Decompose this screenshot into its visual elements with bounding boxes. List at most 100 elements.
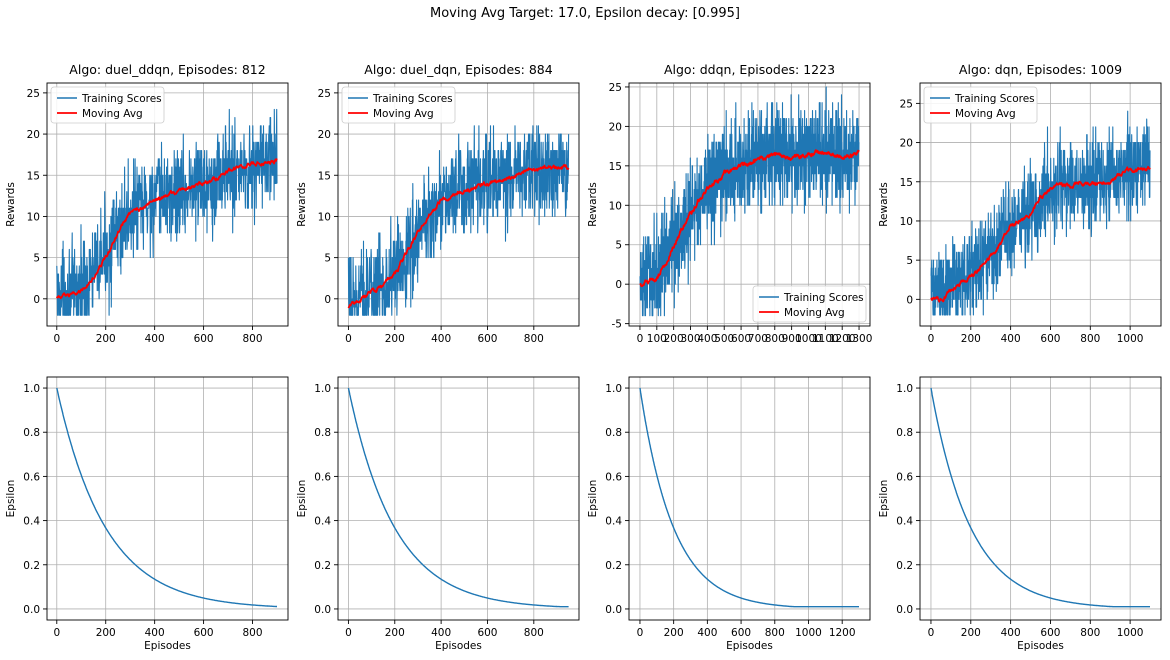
x-tick-label: 600 (731, 627, 751, 639)
x-tick-label: 500 (714, 333, 734, 345)
y-tick-label: 25 (900, 98, 913, 110)
epsilon-line (347, 387, 569, 608)
x-axis-label: Episodes (435, 640, 482, 652)
x-tick-label: 200 (961, 627, 981, 639)
y-tick-label: 0.2 (896, 560, 913, 572)
x-tick-label: 1200 (829, 333, 856, 345)
subplot-1-0: 0 200 400 600 800 0.0 0.2 0.4 0.6 0.8 1.0 Epsilon Ep… (5, 376, 289, 652)
axes-frame (919, 82, 1162, 327)
x-axis-label: Episodes (726, 640, 773, 652)
y-tick-label: 0.4 (605, 516, 622, 528)
y-tick-label: 0.0 (896, 604, 913, 616)
x-tick-label: 400 (1001, 333, 1021, 345)
y-tick-label: 5 (324, 253, 331, 265)
y-axis-label: Rewards (878, 182, 890, 227)
x-tick-label: 900 (782, 333, 802, 345)
y-tick-label: 0 (324, 294, 331, 306)
y-tick-label: 0.8 (605, 427, 622, 439)
x-tick-label: 200 (96, 627, 116, 639)
y-axis-label: Epsilon (296, 480, 308, 518)
x-tick-label: 1000 (795, 333, 822, 345)
legend-item-moving-avg-label: Moving Avg (955, 108, 1016, 120)
y-tick-label: 0 (615, 279, 622, 291)
y-tick-label: 0.2 (605, 560, 622, 572)
training-scores-line (930, 110, 1151, 316)
x-tick-label: 1100 (812, 333, 839, 345)
x-tick-label: 400 (1001, 627, 1021, 639)
y-tick-label: 1.0 (23, 383, 40, 395)
y-tick-label: 25 (27, 88, 40, 100)
figure-suptitle: Moving Avg Target: 17.0, Epsilon decay: … (430, 6, 740, 21)
x-tick-label: 600 (1040, 333, 1060, 345)
series-group (347, 125, 570, 316)
y-tick-label: 20 (318, 129, 331, 141)
y-tick-label: 5 (906, 255, 913, 267)
y-tick-label: 10 (318, 211, 331, 223)
x-tick-label: 200 (664, 333, 684, 345)
y-tick-label: 0.8 (314, 427, 331, 439)
y-tick-label: 1.0 (314, 383, 331, 395)
subplot-0-0: 0 200 400 600 800 0 5 10 15 20 25 Algo: duel_ddqn, … (5, 62, 289, 345)
y-tick-label: -5 (612, 319, 622, 331)
legend-item-moving-avg-label: Moving Avg (373, 108, 434, 120)
x-tick-label: 400 (145, 333, 165, 345)
subplot-1-1: 0 200 400 600 800 0.0 0.2 0.4 0.6 0.8 1.0 Epsilon Ep… (296, 376, 580, 652)
axes-frame (46, 376, 289, 621)
x-tick-label: 0 (928, 333, 935, 345)
subplot-1-2: 0 200 400 600 800 1000 1200 0.0 0.2 0.4 0.6 0.8 1.0 E… (587, 376, 871, 652)
series-group (639, 86, 860, 317)
x-tick-label: 600 (194, 333, 214, 345)
x-tick-label: 0 (345, 627, 352, 639)
subplot-title: Algo: dqn, Episodes: 1009 (959, 62, 1122, 77)
series-group (55, 108, 278, 316)
x-tick-label: 800 (524, 627, 544, 639)
y-tick-label: 0.0 (314, 604, 331, 616)
grid (629, 377, 870, 620)
x-tick-label: 400 (697, 333, 717, 345)
x-tick-label: 0 (637, 627, 644, 639)
x-tick-label: 400 (431, 627, 451, 639)
legend-item-training-label: Training Scores (954, 93, 1035, 105)
x-tick-label: 0 (53, 627, 60, 639)
y-tick-label: 15 (900, 177, 913, 189)
y-tick-label: 0 (906, 294, 913, 306)
x-tick-label: 800 (1080, 627, 1100, 639)
axes-frame (628, 82, 871, 327)
x-tick-label: 800 (524, 333, 544, 345)
training-scores-line (347, 125, 570, 316)
y-tick-label: 25 (609, 82, 622, 94)
legend: Training Scores Moving Avg (923, 86, 1038, 124)
y-tick-label: 0.2 (23, 560, 40, 572)
legend: Training Scores Moving Avg (341, 86, 456, 124)
epsilon-line (639, 387, 860, 608)
x-tick-label: 100 (647, 333, 667, 345)
x-tick-label: 800 (765, 333, 785, 345)
subplot-1-3: 0 200 400 600 800 1000 0.0 0.2 0.4 0.6 0.8 1.0 Epsil… (878, 376, 1162, 652)
series-group (347, 387, 569, 608)
series-group (930, 110, 1151, 316)
legend-item-moving-avg-label: Moving Avg (784, 307, 845, 319)
y-tick-label: 0 (33, 294, 40, 306)
x-tick-label: 700 (748, 333, 768, 345)
x-tick-label: 300 (680, 333, 700, 345)
training-scores-line (639, 86, 860, 317)
moving-avg-line (639, 149, 860, 288)
axes-frame (628, 376, 871, 621)
y-tick-label: 20 (27, 129, 40, 141)
x-tick-label: 600 (1040, 627, 1060, 639)
y-tick-label: 20 (900, 138, 913, 150)
series-group (639, 387, 860, 608)
x-tick-label: 800 (1080, 333, 1100, 345)
x-tick-label: 400 (431, 333, 451, 345)
axes-frame (46, 82, 289, 327)
y-tick-label: 1.0 (605, 383, 622, 395)
x-tick-label: 1200 (829, 627, 856, 639)
y-tick-label: 10 (27, 211, 40, 223)
axes-frame (337, 376, 580, 621)
y-tick-label: 15 (318, 170, 331, 182)
moving-avg-line (347, 164, 570, 309)
x-tick-label: 1300 (846, 333, 873, 345)
grid (47, 377, 288, 620)
x-tick-label: 600 (477, 627, 497, 639)
